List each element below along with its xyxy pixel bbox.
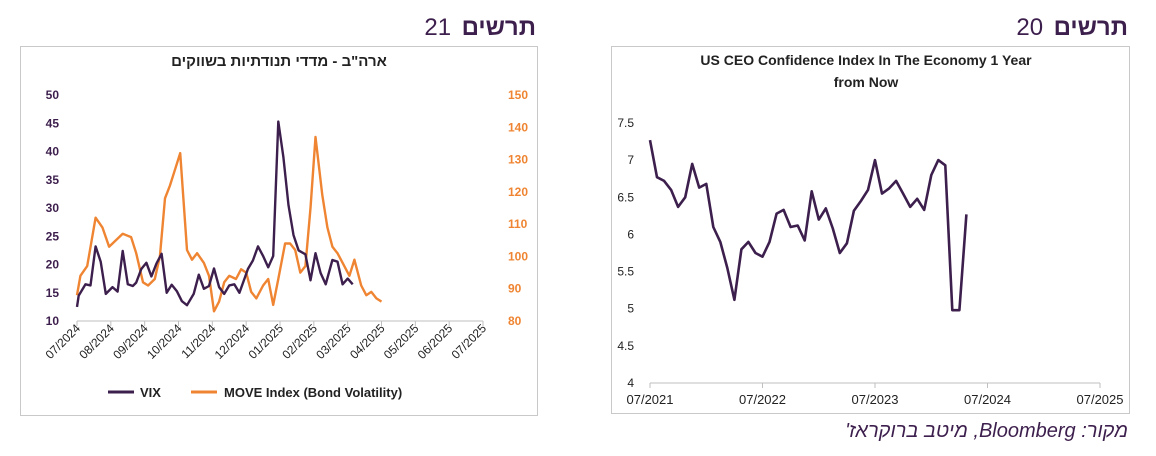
x-tick-label: 03/2025 bbox=[313, 321, 354, 362]
y-left-tick-label: 45 bbox=[46, 116, 60, 130]
x-tick-label: 01/2025 bbox=[246, 321, 287, 362]
x-tick-label: 02/2025 bbox=[279, 321, 320, 362]
y-left-tick-label: 30 bbox=[46, 201, 60, 215]
ceo-confidence-chart: US CEO Confidence Index In The Economy 1… bbox=[617, 52, 1124, 407]
x-tick-label: 07/2024 bbox=[964, 392, 1011, 407]
y-left-tick-label: 50 bbox=[46, 88, 60, 102]
heading-chart-21: תרשים 21 bbox=[424, 14, 536, 42]
heading-number: 21 bbox=[424, 14, 452, 41]
y-right-tick-label: 150 bbox=[508, 88, 528, 102]
y-tick-label: 4 bbox=[627, 376, 634, 390]
y-left-tick-label: 10 bbox=[46, 314, 60, 328]
chart-title: ארה"ב - מדדי תנודתיות בשווקים bbox=[171, 53, 387, 70]
source-note: מקור: Bloomberg, מיטב ברוקראז' bbox=[845, 420, 1128, 442]
x-tick-label: 05/2025 bbox=[381, 321, 422, 362]
series-ceo-confidence-line bbox=[648, 139, 968, 312]
x-tick-label: 07/2023 bbox=[852, 392, 899, 407]
y-right-tick-label: 90 bbox=[508, 282, 522, 296]
y-left-tick-label: 35 bbox=[46, 173, 60, 187]
y-tick-label: 7 bbox=[627, 153, 634, 167]
x-tick-label: 07/2025 bbox=[449, 321, 490, 362]
y-right-tick-label: 130 bbox=[508, 153, 528, 167]
x-tick-label: 12/2024 bbox=[212, 321, 253, 362]
y-right-tick-label: 120 bbox=[508, 185, 528, 199]
y-left-tick-label: 20 bbox=[46, 258, 60, 272]
y-right-tick-label: 140 bbox=[508, 120, 528, 134]
y-right-tick-label: 100 bbox=[508, 249, 528, 263]
chart-title-line-2: from Now bbox=[834, 74, 899, 90]
heading-chart-20: תרשים 20 bbox=[1016, 14, 1128, 42]
y-tick-label: 7.5 bbox=[617, 116, 634, 130]
y-left-tick-label: 15 bbox=[46, 286, 60, 300]
chart-panel-volatility: ארה"ב - מדדי תנודתיות בשווקים 10 15 20 25 30 3… bbox=[20, 46, 538, 416]
y-tick-label: 4.5 bbox=[617, 339, 634, 353]
volatility-chart: ארה"ב - מדדי תנודתיות בשווקים 10 15 20 25 30 3… bbox=[43, 53, 529, 400]
x-tick-label: 07/2021 bbox=[627, 392, 674, 407]
y-tick-label: 6 bbox=[627, 227, 634, 241]
y-tick-label: 5 bbox=[627, 302, 634, 316]
x-tick-label: 08/2024 bbox=[76, 321, 117, 362]
chart-title-line-1: US CEO Confidence Index In The Economy 1… bbox=[700, 52, 1032, 68]
x-tick-label: 04/2025 bbox=[347, 321, 388, 362]
y-left-tick-label: 25 bbox=[46, 229, 60, 243]
heading-word: תרשים bbox=[1053, 14, 1128, 41]
y-tick-label: 5.5 bbox=[617, 265, 634, 279]
x-tick-label: 11/2024 bbox=[179, 321, 219, 361]
legend-vix-label: VIX bbox=[140, 385, 161, 400]
legend-move-label: MOVE Index (Bond Volatility) bbox=[224, 385, 402, 400]
y-right-tick-label: 110 bbox=[508, 217, 528, 231]
x-tick-label: 09/2024 bbox=[110, 321, 151, 362]
x-tick-label: 07/2022 bbox=[739, 392, 786, 407]
y-right-tick-label: 80 bbox=[508, 314, 522, 328]
series-vix-line bbox=[75, 120, 354, 308]
heading-number: 20 bbox=[1016, 14, 1044, 41]
y-tick-label: 6.5 bbox=[617, 190, 634, 204]
heading-word: תרשים bbox=[461, 14, 536, 41]
series-move-line bbox=[75, 135, 383, 313]
chart-panel-ceo-confidence: US CEO Confidence Index In The Economy 1… bbox=[611, 46, 1130, 414]
x-tick-label: 10/2024 bbox=[144, 321, 185, 362]
x-tick-label: 06/2025 bbox=[415, 321, 456, 362]
x-tick-label: 07/2025 bbox=[1077, 392, 1124, 407]
y-left-tick-label: 40 bbox=[46, 145, 60, 159]
